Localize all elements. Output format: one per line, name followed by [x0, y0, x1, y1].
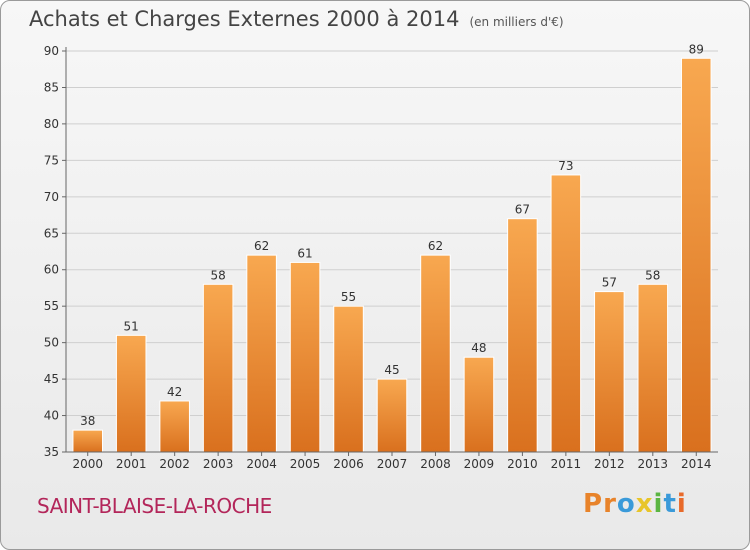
y-tick-label: 70: [44, 190, 59, 204]
x-tick-label: 2007: [377, 457, 408, 471]
bar: [246, 254, 277, 453]
chart-title-block: Achats et Charges Externes 2000 à 2014 (e…: [29, 7, 564, 31]
labels: 38 51 42 58 62 61 55 45 62 48 67 73 57 58 89: [80, 42, 704, 428]
data-label: 42: [167, 385, 182, 399]
bar: [115, 334, 147, 453]
bar: [550, 174, 582, 453]
x-tick-label: 2001: [116, 457, 147, 471]
data-label: 58: [210, 268, 225, 282]
axes: 35 40 45 50 55 60 65 70 75 80 85 90 2000 2001 2002 2003…: [44, 44, 718, 471]
data-label: 62: [254, 239, 269, 253]
y-tick-label: 55: [44, 299, 59, 313]
bar: [289, 261, 321, 453]
brand-letter: o: [616, 489, 636, 519]
bar: [72, 429, 104, 453]
place-name: SAINT-BLAISE-LA-ROCHE: [37, 494, 272, 518]
bar: [159, 400, 190, 453]
brand-letter: r: [603, 489, 617, 519]
y-tick-label: 60: [44, 263, 59, 277]
x-tick-label: 2000: [72, 457, 103, 471]
x-tick-label: 2004: [246, 457, 277, 471]
y-tick-label: 45: [44, 372, 59, 386]
x-tick-label: 2005: [290, 457, 321, 471]
data-label: 48: [471, 341, 486, 355]
x-tick-label: 2003: [203, 457, 234, 471]
x-tick-label: 2013: [638, 457, 669, 471]
y-tick-label: 85: [44, 80, 59, 94]
brand-letter: P: [583, 489, 604, 519]
y-tick-label: 35: [44, 445, 59, 459]
y-tick-label: 80: [44, 117, 59, 131]
bars: [72, 57, 712, 453]
bar: [507, 218, 538, 453]
data-label: 62: [428, 239, 443, 253]
y-tick-label: 90: [44, 44, 59, 58]
bar: [376, 378, 408, 453]
bar: [420, 254, 451, 453]
x-tick-label: 2009: [464, 457, 495, 471]
y-tick-label: 65: [44, 226, 59, 240]
brand-letter: x: [635, 489, 654, 519]
x-tick-label: 2012: [594, 457, 625, 471]
x-tick-label: 2002: [159, 457, 190, 471]
data-label: 57: [602, 276, 617, 290]
y-tick-label: 40: [44, 409, 59, 423]
x-tick-label: 2011: [551, 457, 582, 471]
data-label: 55: [341, 290, 356, 304]
brand-letter: t: [663, 489, 677, 519]
data-label: 45: [384, 363, 399, 377]
bar: [637, 283, 669, 453]
y-tick-label: 50: [44, 336, 59, 350]
data-label: 58: [645, 268, 660, 282]
bar: [680, 57, 712, 453]
data-label: 38: [80, 414, 95, 428]
data-label: 89: [689, 42, 704, 56]
bar: [202, 283, 234, 453]
brand-logo: Proxiti: [583, 489, 687, 519]
data-label: 51: [124, 319, 139, 333]
x-tick-label: 2010: [507, 457, 538, 471]
bar: [594, 291, 625, 453]
bar: [463, 356, 495, 453]
x-tick-label: 2006: [333, 457, 364, 471]
x-tick-label: 2008: [420, 457, 451, 471]
y-tick-label: 75: [44, 153, 59, 167]
chart-title: Achats et Charges Externes 2000 à 2014: [29, 7, 460, 31]
brand-letter: i: [653, 489, 664, 519]
x-tick-label: 2014: [681, 457, 712, 471]
bar: [333, 305, 364, 453]
chart-subtitle: (en milliers d'€): [469, 15, 564, 29]
data-label: 67: [515, 203, 530, 217]
data-label: 73: [558, 159, 573, 173]
brand-letter: i: [676, 489, 687, 519]
data-label: 61: [297, 246, 312, 260]
